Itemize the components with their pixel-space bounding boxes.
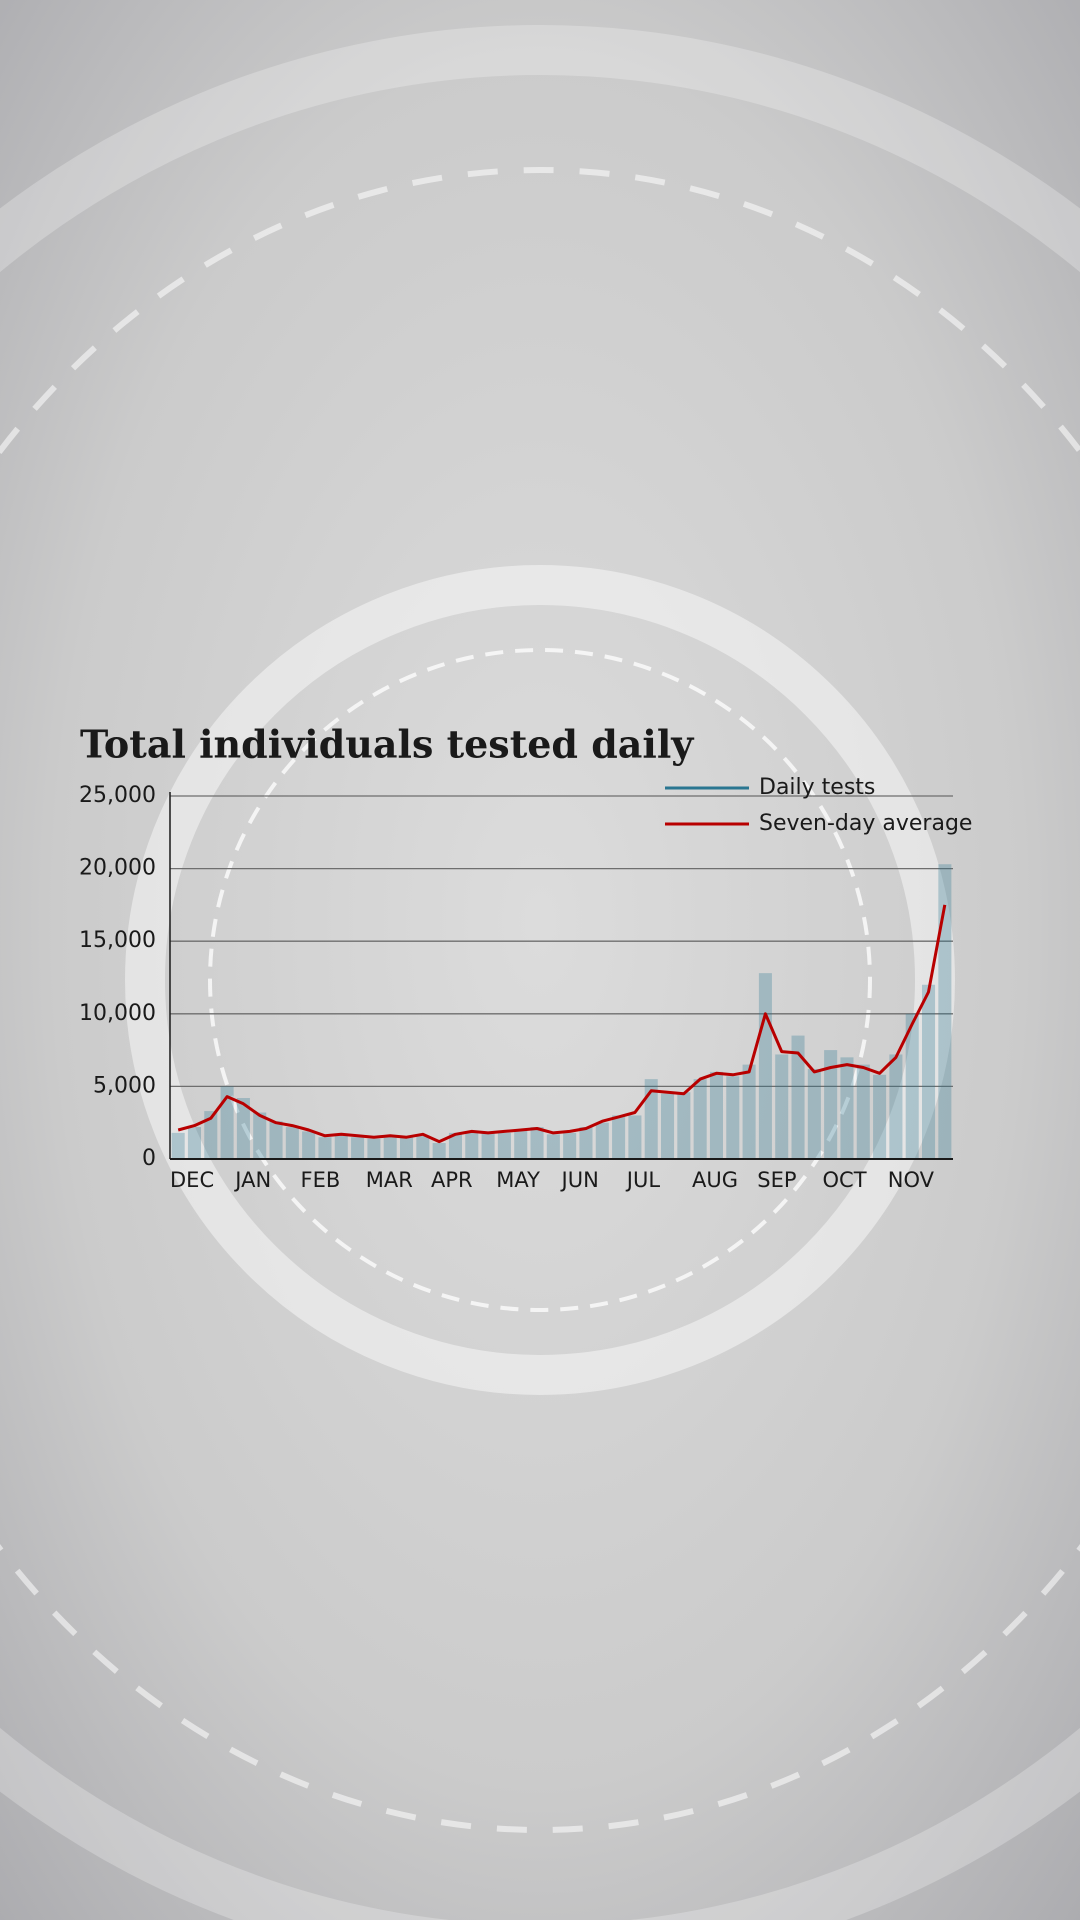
bar [807, 1068, 821, 1159]
decor-ring [0, 25, 1080, 1924]
bar [432, 1143, 446, 1159]
bar [367, 1138, 381, 1159]
bar [791, 1035, 805, 1159]
bar [938, 864, 952, 1159]
bar [644, 1079, 658, 1159]
bar [171, 1132, 185, 1159]
y-tick-label: 0 [142, 1146, 156, 1171]
bar [709, 1071, 723, 1159]
bar [546, 1134, 560, 1159]
x-tick-label: DEC [170, 1168, 214, 1192]
legend-label: Seven-day average [759, 811, 972, 836]
y-tick-label: 10,000 [79, 1001, 156, 1026]
y-tick-label: 15,000 [79, 928, 156, 953]
bar [595, 1122, 609, 1159]
bar [628, 1115, 642, 1159]
bar [187, 1127, 201, 1159]
bar [563, 1132, 577, 1159]
x-tick-label: NOV [888, 1168, 935, 1192]
plot: 0 5,000 10,000 15,000 20,000 25,000 DEC JAN FEB M… [79, 775, 972, 1192]
bar [236, 1098, 250, 1159]
decor-ring [208, 648, 872, 1312]
bar [742, 1064, 756, 1159]
bar [530, 1127, 544, 1159]
x-tick-label: AUG [692, 1168, 738, 1192]
y-tick-label: 5,000 [93, 1073, 156, 1098]
bar [465, 1131, 479, 1159]
bar [220, 1086, 234, 1159]
bar [612, 1115, 626, 1159]
bar [400, 1137, 414, 1159]
bar [726, 1076, 740, 1159]
bar [318, 1137, 332, 1159]
bar [661, 1093, 675, 1159]
x-tick-label: JAN [233, 1168, 271, 1192]
bar [905, 1013, 919, 1159]
bar [775, 1054, 789, 1159]
line [177, 904, 947, 1144]
bar [840, 1057, 854, 1159]
bar [856, 1064, 870, 1159]
x-tick-label: APR [431, 1168, 473, 1192]
bar [497, 1132, 511, 1159]
bar [416, 1135, 430, 1159]
y-tick-label: 25,000 [79, 783, 156, 808]
bar [922, 984, 936, 1159]
bar [269, 1121, 283, 1159]
x-tick-label: MAR [366, 1168, 413, 1192]
x-tick-label: OCT [823, 1168, 867, 1192]
bar [204, 1111, 218, 1159]
bar [758, 973, 772, 1159]
bar [677, 1092, 691, 1159]
bar [285, 1127, 299, 1159]
bar [514, 1129, 528, 1159]
bar [873, 1074, 887, 1159]
bar [579, 1127, 593, 1159]
bar [351, 1137, 365, 1159]
y-tick-label: 20,000 [79, 856, 156, 881]
bar [889, 1054, 903, 1159]
decor-ring [125, 565, 955, 1395]
legend-label: Daily tests [759, 775, 875, 800]
x-tick-label: JUN [560, 1168, 599, 1192]
bar [302, 1131, 316, 1159]
bar [253, 1112, 267, 1159]
bar [481, 1132, 495, 1159]
x-tick-label: FEB [301, 1168, 341, 1192]
x-tick-label: MAY [496, 1168, 540, 1192]
bar [448, 1132, 462, 1159]
bar [693, 1079, 707, 1159]
bar [824, 1050, 838, 1159]
x-tick-label: JUL [625, 1168, 661, 1192]
chart-title: Total individuals tested daily [80, 722, 694, 767]
x-tick-label: SEP [757, 1168, 796, 1192]
decor-ring [0, 167, 1080, 1833]
bar [383, 1135, 397, 1159]
bar [334, 1134, 348, 1159]
